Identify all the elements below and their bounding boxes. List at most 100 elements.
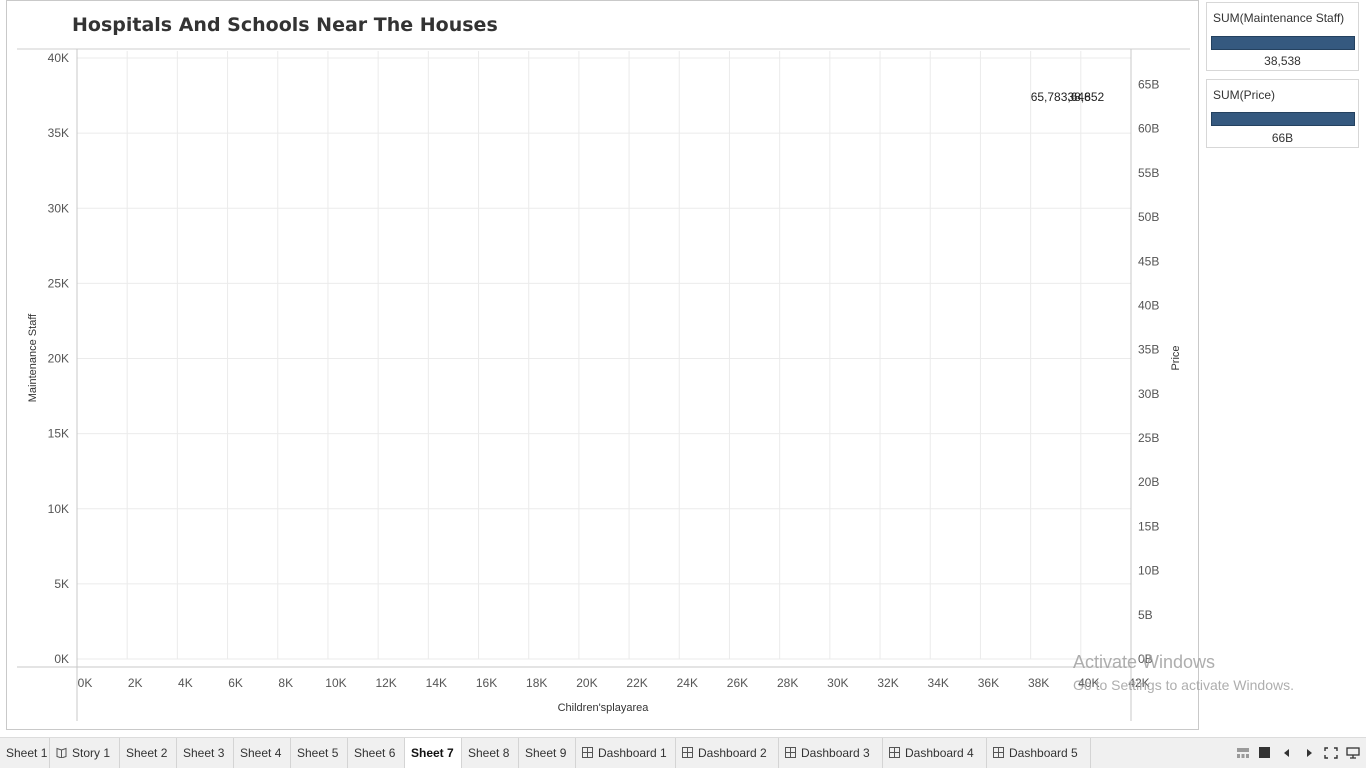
tab-label: Sheet 3 [183,746,225,760]
data-label: 65,783,648 [1031,90,1091,104]
y-tick-label: 5K [54,577,69,591]
legend-maintenance-staff[interactable]: SUM(Maintenance Staff) 38,538 [1206,2,1359,71]
fit-to-window-icon[interactable] [1324,747,1338,759]
story-icon [56,747,67,758]
x-tick-label: 32K [877,676,898,690]
x-tick-label: 18K [526,676,547,690]
x-tick-label: 14K [426,676,447,690]
tab-story-1[interactable]: Story 1 [50,738,120,768]
filmstrip-view-icon[interactable] [1236,747,1250,759]
x-tick-label: 2K [128,676,143,690]
y2-axis-title: Price [1170,345,1182,370]
dashboard-icon [993,747,1004,758]
x-tick-label: 12K [375,676,396,690]
tab-sheet-1[interactable]: Sheet 1 [0,738,50,768]
x-tick-label: 6K [228,676,243,690]
x-tick-label: 10K [325,676,346,690]
legend-bar [1211,112,1355,126]
tab-label: Dashboard 5 [1009,746,1078,760]
y2-tick-label: 30B [1138,387,1159,401]
x-tick-label: 16K [476,676,497,690]
activate-windows-subtitle: Go to Settings to activate Windows. [1073,677,1294,693]
x-tick-label: 40K [1078,676,1099,690]
y2-tick-label: 35B [1138,343,1159,357]
tab-label: Dashboard 3 [801,746,870,760]
y-tick-label: 0K [54,652,69,666]
y-tick-label: 40K [48,51,69,65]
tab-sheet-9[interactable]: Sheet 9 [519,738,576,768]
x-tick-label: 4K [178,676,193,690]
legend-value: 38,538 [1264,54,1301,68]
tab-sheet-6[interactable]: Sheet 6 [348,738,405,768]
tab-label: Dashboard 1 [598,746,667,760]
x-tick-label: 28K [777,676,798,690]
tab-sheet-3[interactable]: Sheet 3 [177,738,234,768]
tab-sheet-8[interactable]: Sheet 8 [462,738,519,768]
tab-dashboard-4[interactable]: Dashboard 4 [883,738,987,768]
y2-tick-label: 20B [1138,475,1159,489]
activate-windows-title: Activate Windows [1073,652,1216,672]
x-tick-label: 22K [626,676,647,690]
y-tick-label: 10K [48,502,69,516]
y2-tick-label: 50B [1138,210,1159,224]
tab-label: Sheet 2 [126,746,168,760]
y2-tick-label: 45B [1138,254,1159,268]
y2-tick-label: 65B [1138,78,1159,92]
y2-tick-label: 5B [1138,608,1153,622]
scatter-chart[interactable]: 0K 2K 4K 6K 8K 10K 12K 14K 16K 18K 20K 22K 24K 26K 28K… [7,1,1200,731]
x-tick-label: 24K [677,676,698,690]
legend-title: SUM(Price) [1213,88,1275,102]
tab-dashboard-3[interactable]: Dashboard 3 [779,738,883,768]
tab-label: Sheet 8 [468,746,510,760]
x-tick-label: 20K [576,676,597,690]
y-tick-label: 25K [48,276,69,290]
legend-title: SUM(Maintenance Staff) [1213,11,1345,25]
tab-dashboard-2[interactable]: Dashboard 2 [676,738,779,768]
tab-label: Sheet 1 [6,746,48,760]
x-tick-label: 34K [928,676,949,690]
tab-sheet-4[interactable]: Sheet 4 [234,738,291,768]
data-label: 38,652 [1067,90,1104,104]
sheet-tab-bar: Sheet 1 Story 1 Sheet 2 Sheet 3 Sheet 4 Sheet… [0,737,1366,768]
x-tick-label: 26K [727,676,748,690]
previous-sheet-icon[interactable] [1280,747,1294,759]
y2-tick-label: 15B [1138,519,1159,533]
tab-label: Sheet 7 [411,746,454,760]
tab-label: Dashboard 4 [905,746,974,760]
page-title: Hospitals And Schools Near The Houses [72,14,498,36]
tab-sheet-2[interactable]: Sheet 2 [120,738,177,768]
presentation-mode-icon[interactable] [1346,747,1360,759]
y2-tick-label: 60B [1138,122,1159,136]
tab-sheet-5[interactable]: Sheet 5 [291,738,348,768]
next-sheet-icon[interactable] [1302,747,1316,759]
tab-label: Sheet 5 [297,746,339,760]
x-tick-label: 8K [278,676,293,690]
x-tick-label: 30K [827,676,848,690]
dashboard-icon [582,747,593,758]
y-tick-label: 15K [48,427,69,441]
tab-dashboard-5[interactable]: Dashboard 5 [987,738,1091,768]
y-tick-label: 20K [48,352,69,366]
x-tick-label: 36K [978,676,999,690]
tab-label: Sheet 9 [525,746,567,760]
y2-tick-label: 40B [1138,298,1159,312]
y-axis-title: Maintenance Staff [27,313,39,402]
x-tick-label: 42K [1128,676,1149,690]
x-tick-label: 38K [1028,676,1049,690]
dashboard-icon [785,747,796,758]
tab-dashboard-1[interactable]: Dashboard 1 [576,738,676,768]
dashboard-icon [889,747,900,758]
legend-price[interactable]: SUM(Price) 66B [1206,79,1359,148]
y2-tick-label: 10B [1138,564,1159,578]
y2-tick-label: 0B [1138,652,1153,666]
legend-bar [1211,36,1355,50]
tab-view-icon[interactable] [1258,747,1272,759]
x-tick-label: 0K [78,676,93,690]
tab-label: Story 1 [72,746,111,760]
tab-label: Sheet 6 [354,746,396,760]
y2-tick-label: 55B [1138,166,1159,180]
y2-tick-label: 25B [1138,431,1159,445]
tab-label: Sheet 4 [240,746,282,760]
tab-sheet-7[interactable]: Sheet 7 [405,738,462,768]
tab-label: Dashboard 2 [698,746,767,760]
